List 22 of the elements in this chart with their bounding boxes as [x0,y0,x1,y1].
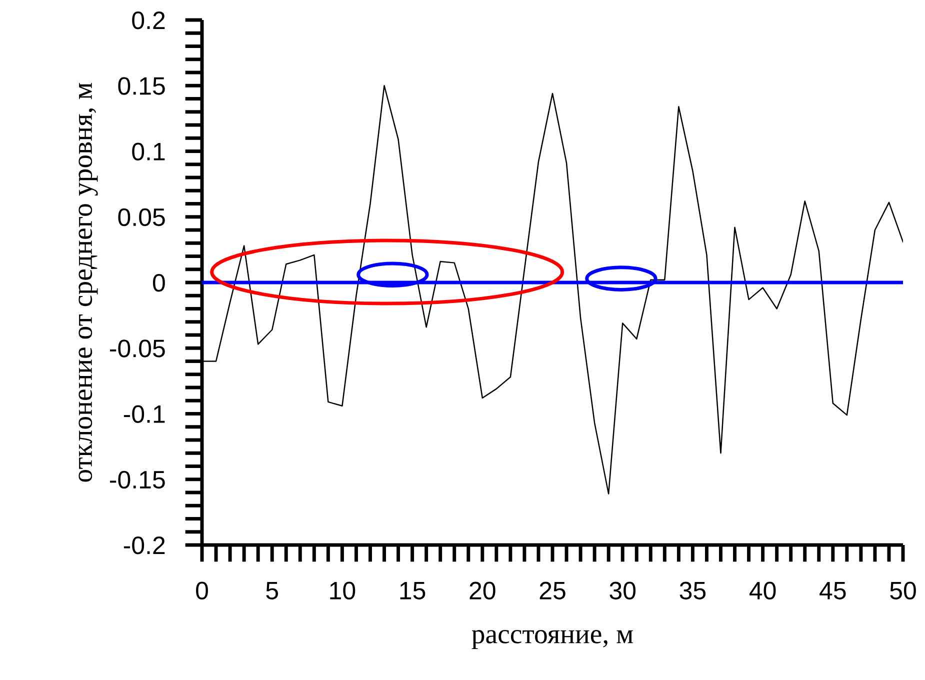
x-tick-label: 20 [470,582,496,600]
y-tick-label: -0.05 [110,340,165,358]
x-tick-label: 35 [680,582,706,600]
x-tick-label: 45 [820,582,846,600]
y-tick-label: -0.1 [124,405,165,423]
x-tick-label: 5 [266,582,278,600]
x-axis-title: расстояние, м [472,630,633,650]
x-tick-label: 15 [400,582,426,600]
x-tick-label: 25 [540,582,566,600]
y-tick-label: 0 [152,274,165,292]
y-tick-label: -0.15 [110,470,165,489]
y-tick-label: 0.05 [118,208,165,226]
y-axis-title: отклонение от среднего уровня, м [78,82,98,482]
x-tick-label: 40 [749,582,776,600]
x-tick-label: 10 [330,582,356,600]
y-tick-label: 0.1 [132,142,165,160]
y-tick-label: -0.2 [124,536,165,554]
x-tick-label: 50 [890,582,916,600]
x-tick-label: 30 [610,582,636,600]
y-tick-label: 0.15 [118,77,165,95]
x-tick-label: 0 [196,582,208,600]
y-tick-label: 0.2 [132,11,165,30]
